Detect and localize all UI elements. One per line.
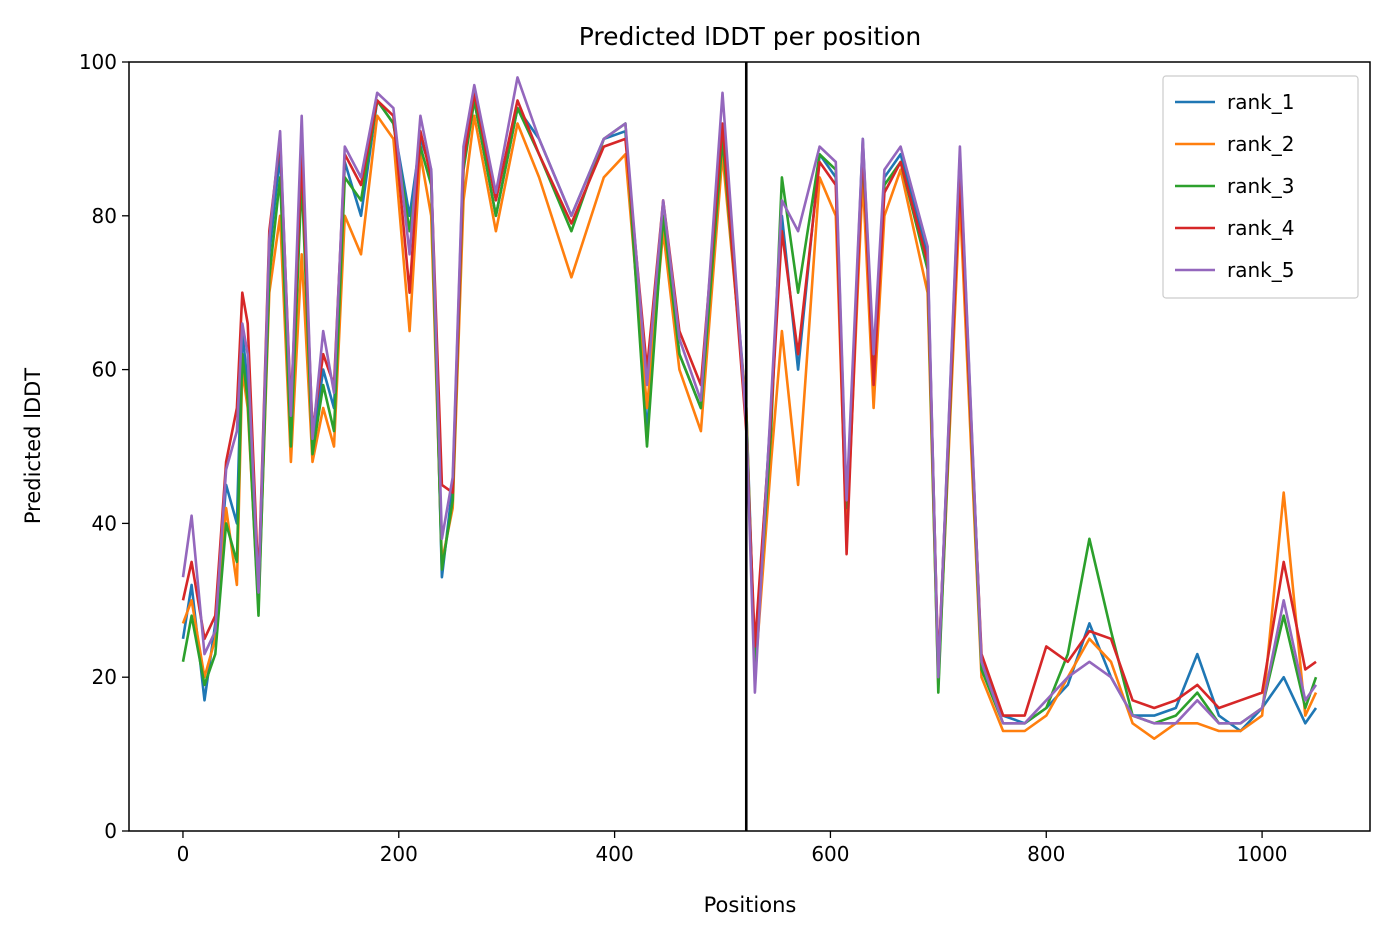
y-tick-label: 20 bbox=[92, 665, 117, 689]
x-tick-label: 1000 bbox=[1237, 842, 1288, 866]
chart-title: Predicted lDDT per position bbox=[579, 22, 921, 51]
series-line-rank_3 bbox=[181, 99, 1318, 725]
x-tick-label: 400 bbox=[596, 842, 634, 866]
legend-label-rank_5: rank_5 bbox=[1227, 258, 1294, 282]
x-tick-label: 600 bbox=[811, 842, 849, 866]
legend-box bbox=[1162, 75, 1359, 299]
series-line-rank_1 bbox=[181, 99, 1318, 733]
x-axis-ticks: 0 200 400 600 800 1000 bbox=[177, 831, 1288, 866]
legend: rank_1 rank_2 rank_3 rank_4 rank_5 bbox=[1162, 75, 1359, 299]
series-line-rank_2 bbox=[181, 114, 1318, 741]
y-tick-label: 60 bbox=[92, 358, 117, 382]
x-tick-label: 0 bbox=[177, 842, 190, 866]
legend-label-rank_4: rank_4 bbox=[1227, 216, 1294, 240]
plot-frame bbox=[128, 61, 1371, 832]
x-tick-label: 800 bbox=[1027, 842, 1065, 866]
x-axis-label: Positions bbox=[704, 893, 797, 917]
legend-label-rank_2: rank_2 bbox=[1227, 132, 1294, 156]
y-axis-label: Predicted lDDT bbox=[21, 368, 45, 524]
y-axis-ticks: 0 20 40 60 80 100 bbox=[79, 50, 129, 843]
y-tick-label: 40 bbox=[92, 511, 117, 535]
legend-label-rank_1: rank_1 bbox=[1227, 90, 1294, 114]
y-tick-label: 0 bbox=[104, 819, 117, 843]
y-tick-label: 100 bbox=[79, 50, 117, 74]
y-tick-label: 80 bbox=[92, 204, 117, 228]
plot-area bbox=[181, 62, 1318, 831]
x-tick-label: 200 bbox=[380, 842, 418, 866]
legend-label-rank_3: rank_3 bbox=[1227, 174, 1294, 198]
series-line-rank_5 bbox=[181, 76, 1318, 725]
